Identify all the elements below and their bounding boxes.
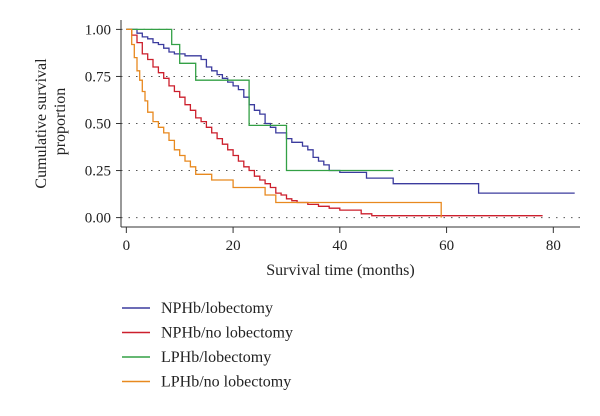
y-tick-label: 1.00 [85, 22, 111, 38]
legend-label-lphb-no-lobectomy: LPHb/no lobectomy [161, 374, 291, 391]
y-axis-title: Cumulative survival proportion [33, 54, 69, 188]
x-axis-title: Survival time (months) [266, 262, 414, 279]
y-tick-label: 0.25 [85, 164, 111, 180]
x-tick-label: 0 [123, 238, 131, 254]
legend: NPHb/lobectomy NPHb/no lobectomy LPHb/lobe… [122, 300, 293, 391]
series-line-lphb-lobectomy [126, 28, 394, 172]
y-tick-label: 0.50 [85, 117, 111, 133]
x-tick-label: 60 [439, 238, 454, 254]
x-tick-label: 20 [226, 238, 241, 254]
y-axis-title-line-1: Cumulative survival [33, 58, 50, 189]
x-tick-label: 40 [332, 238, 347, 254]
x-ticks: 0 20 40 60 80 [123, 227, 561, 254]
legend-label-nphb-no-lobectomy: NPHb/no lobectomy [161, 325, 293, 342]
legend-label-nphb-lobectomy: NPHb/lobectomy [161, 300, 273, 317]
y-ticks: 0.00 0.25 0.50 0.75 1.00 [85, 22, 121, 227]
series-lines [126, 28, 575, 218]
x-tick-label: 80 [546, 238, 561, 254]
y-axis-title-line-2: proportion [52, 88, 69, 156]
series-line-nphb-no-lobectomy [126, 28, 543, 217]
y-tick-label: 0.75 [85, 69, 111, 85]
series-line-lphb-no-lobectomy [126, 28, 442, 218]
grid-lines [121, 28, 580, 219]
legend-label-lphb-lobectomy: LPHb/lobectomy [161, 349, 271, 366]
series-line-nphb-lobectomy [126, 28, 575, 194]
y-tick-label: 0.00 [85, 211, 111, 227]
